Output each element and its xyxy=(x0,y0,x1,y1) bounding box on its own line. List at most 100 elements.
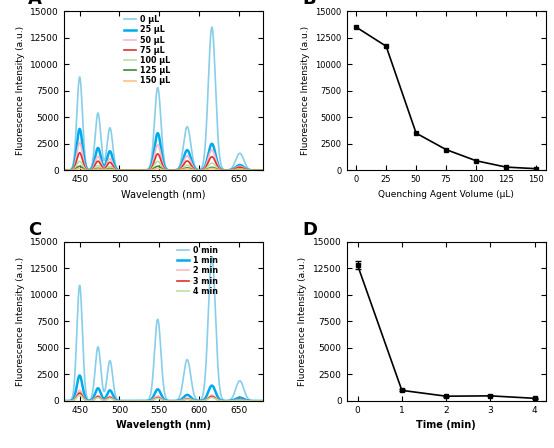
0 min xyxy=(256,398,263,404)
1 min xyxy=(129,398,136,404)
2 min xyxy=(260,398,266,404)
0 min xyxy=(129,398,135,404)
X-axis label: Wavelength (nm): Wavelength (nm) xyxy=(121,190,206,200)
4 min xyxy=(146,398,152,404)
100 μL xyxy=(146,168,152,173)
Line: 100 μL: 100 μL xyxy=(64,161,263,170)
25 μL xyxy=(260,168,266,173)
50 μL xyxy=(146,167,152,172)
4 min xyxy=(137,398,143,404)
25 μL xyxy=(137,168,143,173)
2 min xyxy=(234,397,241,402)
2 min xyxy=(137,398,143,404)
4 min xyxy=(60,398,67,404)
4 min xyxy=(76,392,83,398)
50 μL xyxy=(129,168,135,173)
3 min xyxy=(95,394,101,400)
1 min xyxy=(137,398,143,404)
2 min xyxy=(83,398,90,403)
2 min xyxy=(76,388,83,393)
Line: 75 μL: 75 μL xyxy=(64,153,263,170)
100 μL xyxy=(260,168,266,173)
Line: 0 μL: 0 μL xyxy=(64,27,263,170)
0 μL xyxy=(260,168,266,173)
0 μL xyxy=(256,168,263,173)
0 μL xyxy=(83,163,90,168)
Line: 3 min: 3 min xyxy=(64,393,263,401)
1 min xyxy=(256,398,263,404)
X-axis label: Wavelength (nm): Wavelength (nm) xyxy=(116,420,211,431)
0 min xyxy=(260,398,266,404)
75 μL xyxy=(260,168,266,173)
75 μL xyxy=(256,168,263,173)
0 μL xyxy=(146,166,152,171)
Y-axis label: Fluorescence Intensity (a.u.): Fluorescence Intensity (a.u.) xyxy=(16,26,24,155)
2 min xyxy=(60,398,67,404)
Line: 0 min: 0 min xyxy=(64,257,263,401)
100 μL xyxy=(129,168,135,173)
125 μL xyxy=(137,168,143,173)
1 min xyxy=(234,395,241,401)
75 μL xyxy=(146,167,152,172)
75 μL xyxy=(76,150,83,155)
0 μL xyxy=(129,168,135,173)
75 μL xyxy=(60,168,67,173)
4 min xyxy=(83,398,90,403)
100 μL xyxy=(60,168,67,173)
3 min xyxy=(137,398,143,404)
Line: 125 μL: 125 μL xyxy=(64,166,263,170)
0 μL xyxy=(60,168,67,173)
Text: C: C xyxy=(28,221,41,239)
150 μL xyxy=(137,168,143,173)
3 min xyxy=(129,398,136,404)
0 μL xyxy=(95,111,101,116)
3 min xyxy=(76,390,83,396)
125 μL xyxy=(260,168,266,173)
100 μL xyxy=(256,168,263,173)
125 μL xyxy=(76,164,83,169)
150 μL xyxy=(146,168,152,173)
25 μL xyxy=(146,167,152,172)
25 μL xyxy=(129,168,135,173)
X-axis label: Quenching Agent Volume (μL): Quenching Agent Volume (μL) xyxy=(378,190,514,199)
4 min xyxy=(95,395,101,401)
3 min xyxy=(260,398,266,404)
1 min xyxy=(83,397,90,402)
100 μL xyxy=(83,167,90,172)
75 μL xyxy=(234,165,241,170)
Text: A: A xyxy=(28,0,42,8)
150 μL xyxy=(95,167,101,172)
50 μL xyxy=(256,168,263,173)
0 min xyxy=(146,396,152,402)
Text: B: B xyxy=(302,0,316,8)
Line: 150 μL: 150 μL xyxy=(64,168,263,170)
4 min xyxy=(129,398,136,404)
1 min xyxy=(60,398,67,404)
1 min xyxy=(76,373,83,378)
0 μL xyxy=(234,153,241,158)
125 μL xyxy=(234,167,241,172)
50 μL xyxy=(234,164,241,169)
75 μL xyxy=(95,159,101,164)
3 min xyxy=(146,398,152,404)
50 μL xyxy=(260,168,266,173)
100 μL xyxy=(234,166,241,172)
Text: D: D xyxy=(302,221,317,239)
150 μL xyxy=(76,166,83,171)
0 min xyxy=(83,392,90,398)
0 min xyxy=(95,345,101,350)
150 μL xyxy=(260,168,266,173)
Legend: 0 μL, 25 μL, 50 μL, 75 μL, 100 μL, 125 μL, 150 μL: 0 μL, 25 μL, 50 μL, 75 μL, 100 μL, 125 μ… xyxy=(124,15,170,86)
Legend: 0 min, 1 min, 2 min, 3 min, 4 min: 0 min, 1 min, 2 min, 3 min, 4 min xyxy=(177,246,218,296)
0 min xyxy=(60,398,67,404)
0 min xyxy=(208,254,215,259)
100 μL xyxy=(137,168,143,173)
150 μL xyxy=(256,168,263,173)
150 μL xyxy=(83,168,90,173)
75 μL xyxy=(137,168,143,173)
Y-axis label: Fluorescence Intensity (a.u.): Fluorescence Intensity (a.u.) xyxy=(299,257,307,386)
125 μL xyxy=(146,168,152,173)
125 μL xyxy=(256,168,263,173)
Line: 1 min: 1 min xyxy=(64,375,263,401)
3 min xyxy=(234,397,241,403)
